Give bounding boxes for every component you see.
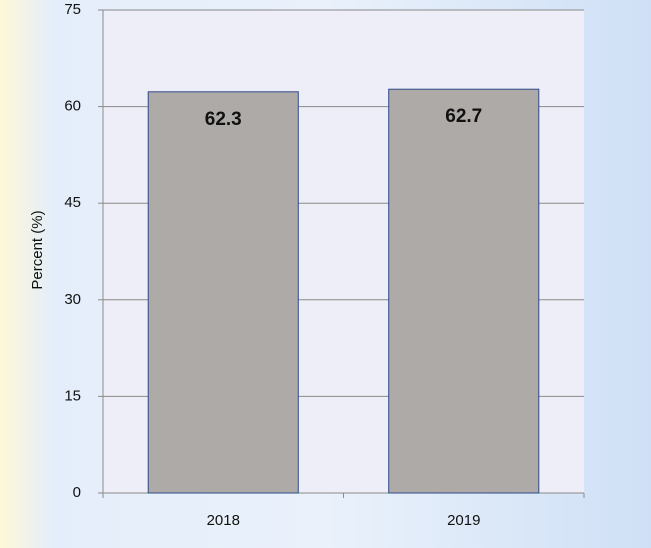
y-tick-label: 30	[64, 291, 81, 308]
bar	[147, 91, 299, 494]
x-tick-label: 2018	[207, 512, 240, 529]
y-tick-label: 45	[64, 194, 81, 211]
y-tick-label: 75	[64, 1, 81, 18]
x-tick-label: 2019	[447, 512, 480, 529]
value-label: 62.7	[445, 106, 482, 127]
bar	[388, 88, 540, 494]
y-tick-label: 15	[64, 387, 81, 404]
y-axis-label: Percent (%)	[29, 210, 46, 289]
y-tick-label: 0	[73, 484, 81, 501]
y-tick-label: 60	[64, 98, 81, 115]
value-label: 62.3	[205, 109, 242, 130]
